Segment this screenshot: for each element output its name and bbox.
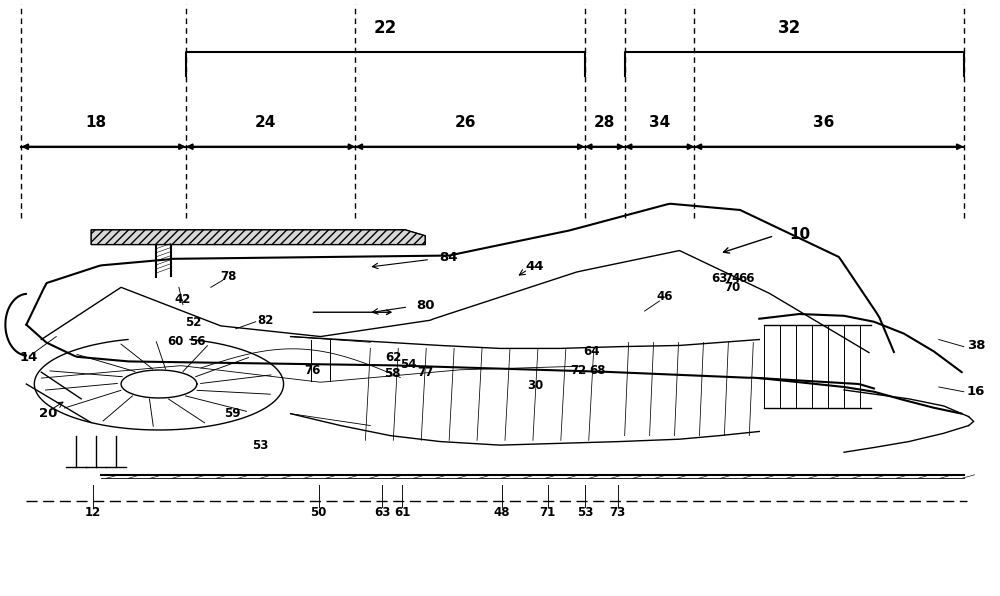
Text: 72: 72 <box>571 364 587 377</box>
Text: 42: 42 <box>175 293 191 306</box>
Text: 82: 82 <box>257 314 274 327</box>
Text: 30: 30 <box>527 379 543 392</box>
Text: 28: 28 <box>594 115 615 130</box>
Text: 63: 63 <box>711 272 728 285</box>
Text: 66: 66 <box>738 272 755 285</box>
Text: 14: 14 <box>19 351 38 364</box>
Text: 60: 60 <box>168 335 184 348</box>
Text: 64: 64 <box>583 345 600 358</box>
Text: 62: 62 <box>385 351 401 364</box>
Text: 16: 16 <box>967 385 985 398</box>
Text: 32: 32 <box>778 19 801 37</box>
Text: 38: 38 <box>967 339 985 352</box>
Text: 59: 59 <box>224 407 241 420</box>
Text: 12: 12 <box>85 506 101 519</box>
Text: 61: 61 <box>394 506 410 519</box>
Text: 63: 63 <box>374 506 391 519</box>
Text: 84: 84 <box>439 251 457 264</box>
Text: 52: 52 <box>185 316 201 330</box>
Text: 44: 44 <box>526 260 544 273</box>
Text: 80: 80 <box>416 299 434 312</box>
Text: 56: 56 <box>189 335 205 348</box>
Text: 50: 50 <box>310 506 327 519</box>
Text: 58: 58 <box>384 367 401 380</box>
Text: 22: 22 <box>374 19 397 37</box>
Text: 24: 24 <box>255 115 276 130</box>
Text: 48: 48 <box>494 506 510 519</box>
Text: 68: 68 <box>589 364 606 377</box>
Text: 74: 74 <box>724 272 741 285</box>
Text: 20: 20 <box>39 407 58 420</box>
Text: 76: 76 <box>304 365 321 377</box>
Text: 73: 73 <box>610 506 626 519</box>
Text: 77: 77 <box>417 366 433 378</box>
Text: 36: 36 <box>813 115 835 130</box>
Polygon shape <box>91 230 425 244</box>
Text: 34: 34 <box>649 115 670 130</box>
Text: 70: 70 <box>724 281 740 294</box>
Text: 10: 10 <box>789 226 810 241</box>
Text: 53: 53 <box>252 439 269 452</box>
Text: 54: 54 <box>400 358 417 371</box>
Text: 71: 71 <box>540 506 556 519</box>
Text: 26: 26 <box>454 115 476 130</box>
Text: 53: 53 <box>577 506 593 519</box>
Text: 18: 18 <box>86 115 107 130</box>
Text: 78: 78 <box>221 269 237 283</box>
Text: 46: 46 <box>656 290 673 303</box>
